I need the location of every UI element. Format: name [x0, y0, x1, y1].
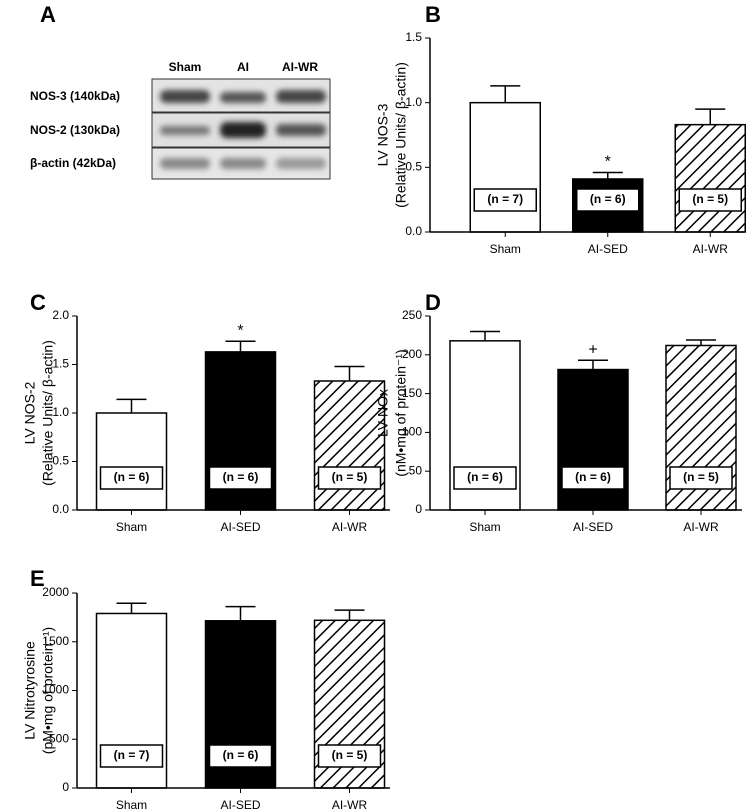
n-label: (n = 6) [223, 470, 259, 484]
x-tick-label: AI-SED [588, 242, 628, 256]
y-tick-label: 250 [402, 308, 422, 322]
panel-letter: D [425, 290, 441, 315]
bar [469, 101, 541, 233]
significance-marker: + [588, 341, 597, 358]
y-tick-label: 2000 [42, 585, 69, 599]
x-tick-label: AI-SED [573, 520, 613, 534]
y-tick-label: 0 [415, 502, 422, 516]
x-tick-label: AI-SED [220, 520, 260, 534]
significance-marker: * [237, 322, 243, 339]
x-tick-label: Sham [116, 798, 147, 810]
n-label-box [453, 466, 517, 490]
n-label-box [473, 188, 537, 212]
bar [95, 412, 168, 511]
blot-bands [160, 90, 326, 169]
y-tick-label: 50 [409, 463, 423, 477]
blot-column: AI-WR [282, 60, 318, 74]
y-tick-label: 1.5 [405, 30, 422, 44]
y-tick-label: 1000 [42, 683, 69, 697]
n-label-box [99, 744, 164, 768]
n-label: (n = 7) [487, 192, 523, 206]
n-label: (n = 5) [683, 470, 719, 484]
y-axis-label: (Relative Units/ β-actin) [393, 62, 409, 208]
y-axis-label: LV NOS-2 [22, 381, 38, 444]
x-tick-label: AI-SED [220, 798, 260, 810]
n-label-box [576, 188, 640, 212]
n-label: (n = 6) [575, 470, 611, 484]
panel-letter: E [30, 566, 45, 591]
y-tick-label: 0.0 [52, 502, 69, 516]
n-label: (n = 6) [114, 470, 150, 484]
y-axis-label: LV NOS-3 [375, 103, 391, 166]
y-tick-label: 500 [49, 731, 69, 745]
y-tick-label: 150 [402, 386, 422, 400]
n-label-box [678, 188, 742, 212]
n-label-box [99, 466, 164, 490]
y-axis-label: (Relative Units/ β-actin) [40, 340, 56, 486]
blot-column: AI [237, 60, 249, 74]
blot-panel: A Sham AI AI-WR NOS-3 (140kDa) NOS-2 (13… [30, 2, 331, 180]
x-tick-label: AI-WR [332, 798, 368, 810]
n-label: (n = 6) [467, 470, 503, 484]
n-label-box [317, 466, 382, 490]
n-label: (n = 6) [590, 192, 626, 206]
y-tick-label: 1.5 [52, 357, 69, 371]
y-axis-label: LV Nitrotyrosine [22, 641, 38, 740]
y-tick-label: 2.0 [52, 308, 69, 322]
y-tick-label: 0 [62, 780, 69, 794]
n-label: (n = 7) [114, 748, 150, 762]
n-label: (n = 5) [692, 192, 728, 206]
y-tick-label: 1.0 [52, 405, 69, 419]
blot-row: β-actin (42kDa) [30, 156, 116, 170]
blot-row: NOS-3 (140kDa) [30, 89, 120, 103]
y-tick-label: 0.0 [405, 224, 422, 238]
x-tick-label: AI-WR [683, 520, 719, 534]
n-label-box [561, 466, 625, 490]
bar [674, 123, 746, 233]
n-label-box [317, 744, 382, 768]
blot-column: Sham [169, 60, 202, 74]
x-tick-label: Sham [116, 520, 147, 534]
panel-letter: B [425, 2, 441, 27]
y-tick-label: 100 [402, 425, 422, 439]
y-tick-label: 200 [402, 347, 422, 361]
n-label-box [208, 466, 273, 490]
blot-row: NOS-2 (130kDa) [30, 123, 120, 137]
y-axis-label: (pM•mg of protein⁻¹) [40, 627, 56, 754]
y-tick-label: 1.0 [405, 95, 422, 109]
x-tick-label: Sham [469, 520, 500, 534]
significance-marker: * [605, 154, 611, 171]
y-axis-label: (nM•mg of protein⁻¹) [393, 349, 409, 476]
panel-letter: C [30, 290, 46, 315]
x-tick-label: AI-WR [693, 242, 729, 256]
y-axis-label: LV NOx [375, 389, 391, 437]
x-tick-label: Sham [490, 242, 521, 256]
n-label-box [669, 466, 733, 490]
n-label: (n = 5) [332, 470, 368, 484]
y-tick-label: 1500 [42, 634, 69, 648]
n-label-box [208, 744, 273, 768]
x-tick-label: AI-WR [332, 520, 368, 534]
n-label: (n = 5) [332, 748, 368, 762]
y-tick-label: 0.5 [52, 454, 69, 468]
n-label: (n = 6) [223, 748, 259, 762]
y-tick-label: 0.5 [405, 160, 422, 174]
panel-letter: A [40, 2, 56, 27]
